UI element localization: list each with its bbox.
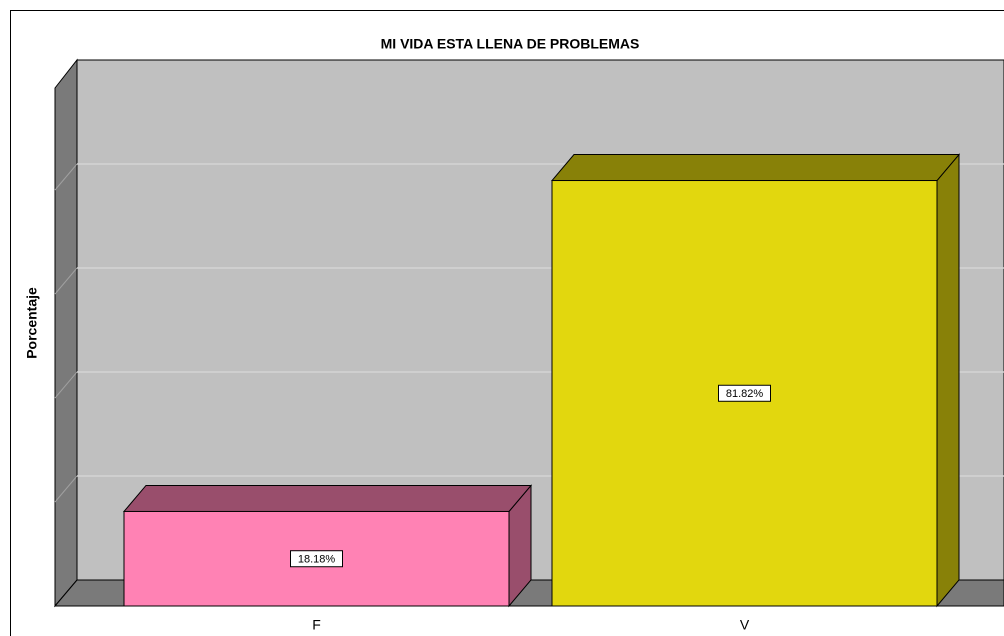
wall-tick [54, 267, 78, 295]
bar-side [936, 153, 960, 608]
value-label: 81.82% [726, 388, 764, 400]
value-label-box [718, 384, 771, 402]
value-label: 18.18% [298, 554, 336, 566]
bar-top [550, 154, 961, 182]
wall-tick [54, 371, 78, 399]
wall-tick [54, 163, 78, 191]
bar-top [122, 484, 533, 512]
x-tick-label: F [312, 617, 321, 633]
chart-title: MI VIDA ESTA LLENA DE PROBLEMAS [381, 36, 640, 52]
x-tick-label: V [740, 617, 750, 633]
left-wall [54, 58, 78, 608]
y-axis-label: Porcentaje [24, 287, 40, 359]
wall-tick [54, 475, 78, 503]
value-label-box [290, 550, 343, 568]
